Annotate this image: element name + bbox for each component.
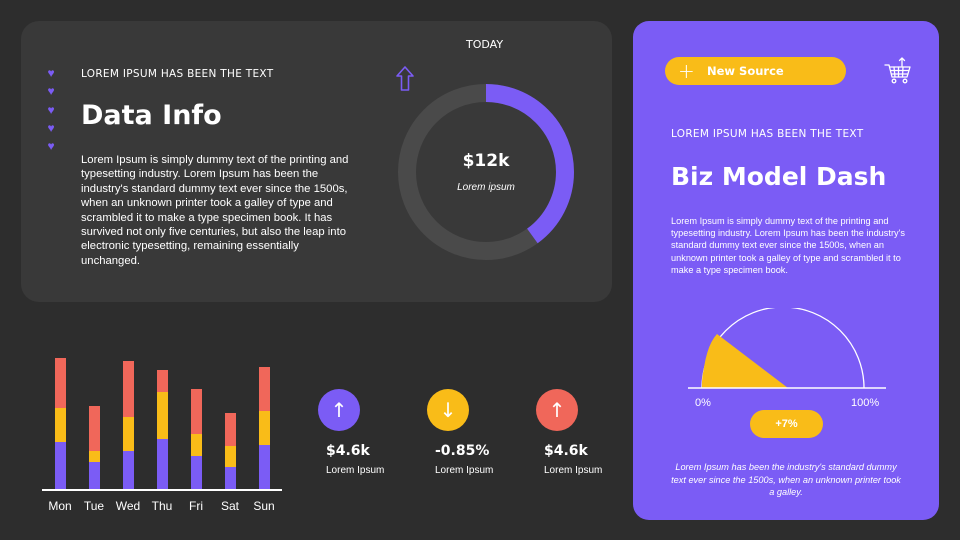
x-axis-label: Sun bbox=[253, 499, 275, 513]
bar-segment bbox=[122, 451, 134, 489]
stat-label: Lorem Ipsum bbox=[544, 465, 603, 476]
weekly-stacked-bar-chart bbox=[42, 350, 284, 520]
new-source-label: New Source bbox=[707, 64, 784, 78]
bar-segment bbox=[88, 451, 100, 462]
bar-segment bbox=[190, 389, 202, 434]
x-axis-line bbox=[42, 489, 282, 491]
gauge-min-label: 0% bbox=[695, 397, 711, 409]
x-axis-label: Sat bbox=[220, 499, 239, 513]
biz-title: Biz Model Dash bbox=[671, 162, 887, 191]
plus-icon: + bbox=[678, 59, 695, 83]
x-axis-label: Mon bbox=[48, 499, 72, 513]
progress-gauge bbox=[688, 308, 886, 389]
bar-sun bbox=[258, 367, 270, 489]
bar-fri bbox=[190, 389, 202, 489]
bar-segment bbox=[122, 417, 134, 451]
heart-icon: ♥ bbox=[47, 120, 55, 135]
bar-segment bbox=[190, 434, 202, 456]
bar-segment bbox=[258, 445, 270, 489]
x-axis-label: Wed bbox=[115, 499, 141, 513]
today-donut-chart bbox=[398, 84, 574, 260]
biz-eyebrow: LOREM IPSUM HAS BEEN THE TEXT bbox=[671, 128, 864, 140]
bar-mon bbox=[54, 358, 66, 489]
bar-segment bbox=[190, 456, 202, 489]
today-label: TODAY bbox=[466, 38, 504, 51]
stat-label: Lorem Ipsum bbox=[326, 465, 385, 476]
up-arrow-outline-icon bbox=[396, 66, 414, 91]
biz-footer-text: Lorem Ipsum has been the industry's stan… bbox=[671, 462, 901, 497]
stat-value: -0.85% bbox=[435, 443, 490, 459]
donut-label: Lorem ipsum bbox=[457, 182, 515, 193]
heart-icon: ♥ bbox=[47, 102, 55, 117]
arrow-down-icon: ↓ bbox=[427, 389, 469, 431]
bar-thu bbox=[156, 370, 168, 489]
data-info-body: Lorem Ipsum is simply dummy text of the … bbox=[81, 154, 349, 267]
data-info-title: Data Info bbox=[81, 100, 222, 131]
bar-segment bbox=[258, 411, 270, 445]
bar-tue bbox=[88, 406, 100, 489]
heart-list: ♥ ♥ ♥ ♥ ♥ bbox=[45, 67, 57, 158]
bar-segment bbox=[54, 358, 66, 408]
heart-icon: ♥ bbox=[47, 66, 55, 80]
bar-sat bbox=[224, 413, 236, 489]
data-info-eyebrow: LOREM IPSUM HAS BEEN THE TEXT bbox=[81, 68, 274, 80]
bar-segment bbox=[224, 413, 236, 446]
bar-segment bbox=[88, 462, 100, 489]
bar-segment bbox=[54, 442, 66, 489]
x-axis-label: Tue bbox=[83, 499, 105, 513]
bar-segment bbox=[224, 467, 236, 489]
stat-value: $4.6k bbox=[326, 443, 370, 459]
bar-segment bbox=[258, 367, 270, 411]
bar-segment bbox=[54, 408, 66, 442]
bar-segment bbox=[156, 392, 168, 439]
change-badge: +7% bbox=[750, 410, 823, 438]
bar-segment bbox=[224, 446, 236, 467]
heart-icon: ♥ bbox=[47, 84, 55, 99]
bar-segment bbox=[88, 406, 100, 451]
biz-body: Lorem Ipsum is simply dummy text of the … bbox=[671, 216, 905, 275]
x-axis-label: Fri bbox=[189, 499, 203, 513]
stat-label: Lorem Ipsum bbox=[435, 465, 494, 476]
heart-icon: ♥ bbox=[47, 139, 55, 154]
bar-segment bbox=[122, 361, 134, 417]
gauge-max-label: 100% bbox=[851, 397, 880, 409]
cart-upload-icon[interactable] bbox=[883, 57, 913, 85]
bar-segment bbox=[156, 439, 168, 489]
x-axis-label: Thu bbox=[151, 499, 173, 513]
bar-wed bbox=[122, 361, 134, 489]
arrow-up-icon: ↑ bbox=[318, 389, 360, 431]
bar-segment bbox=[156, 370, 168, 392]
new-source-button[interactable]: + New Source bbox=[665, 57, 846, 85]
stat-value: $4.6k bbox=[544, 443, 588, 459]
donut-value: $12k bbox=[462, 151, 510, 171]
arrow-up-icon: ↑ bbox=[536, 389, 578, 431]
